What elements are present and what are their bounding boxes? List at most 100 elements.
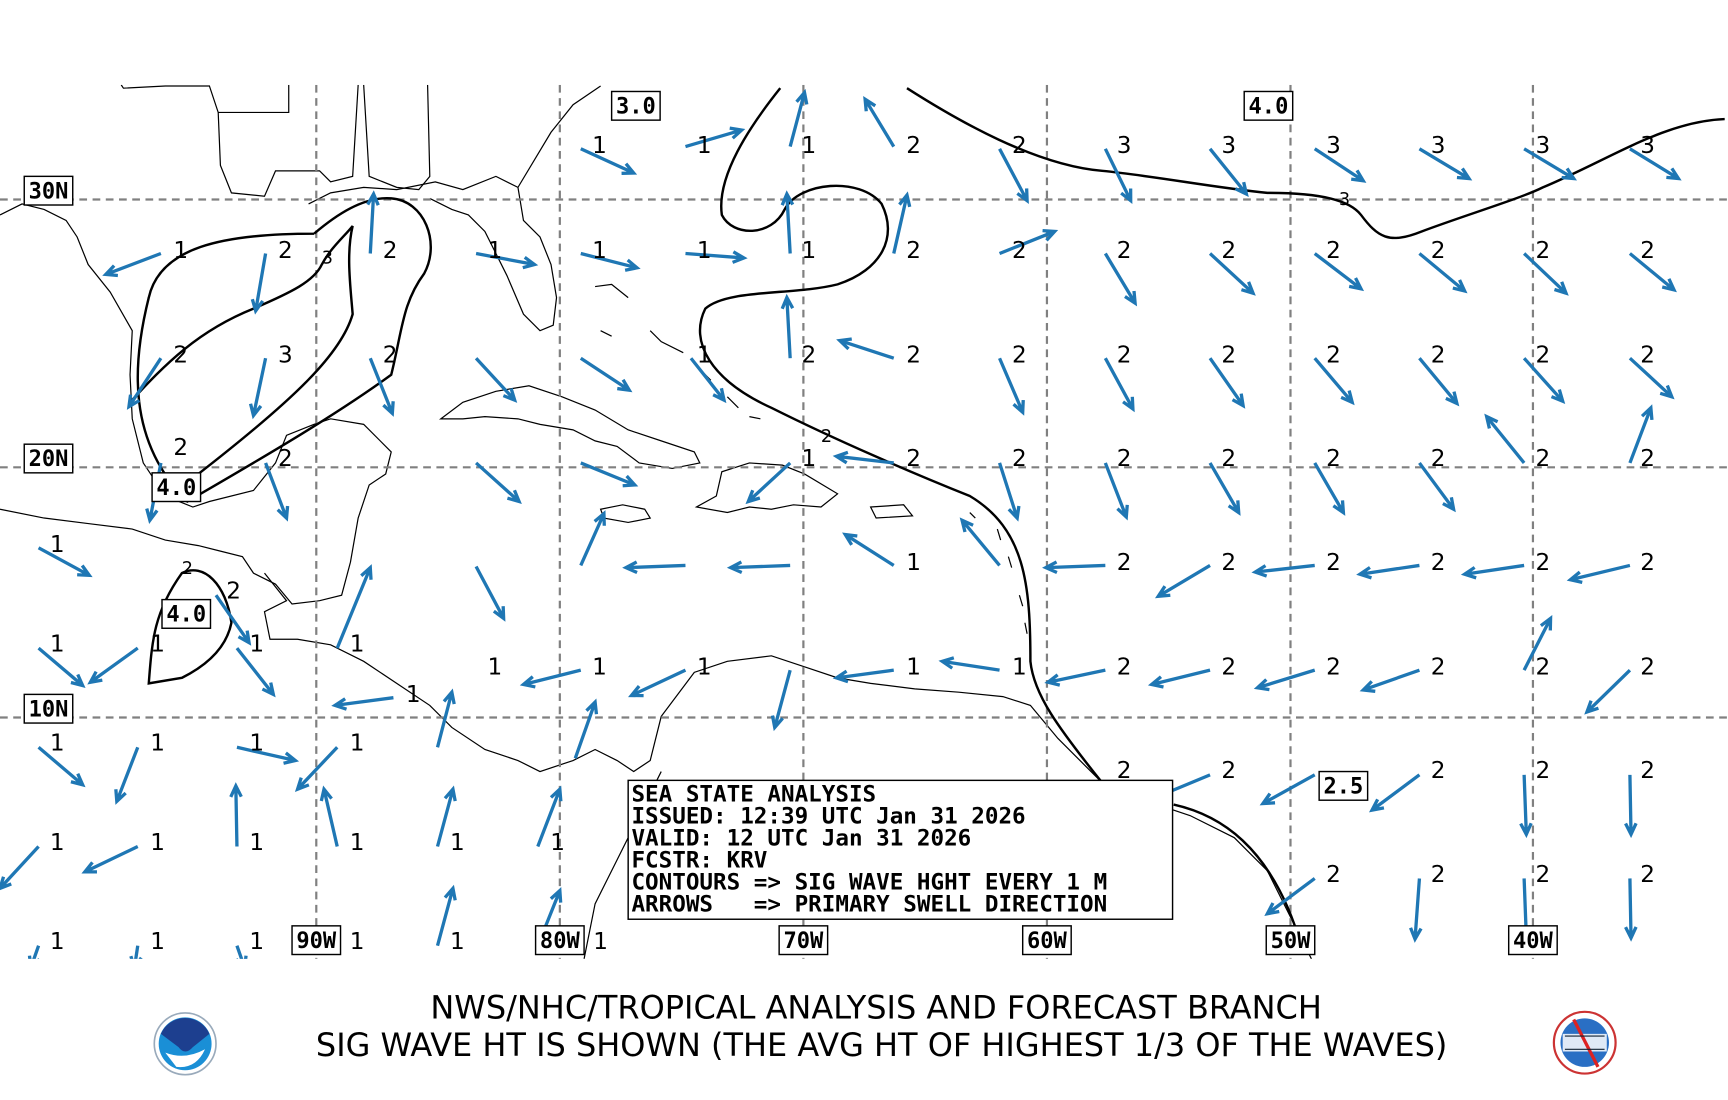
wave-height-value: 1: [697, 343, 712, 369]
longitude-label-text: 70W: [783, 929, 824, 954]
wave-height-value: 2: [1640, 446, 1655, 472]
swell-arrow: [1624, 774, 1638, 839]
swell-arrow: [102, 251, 162, 278]
swell-arrow: [235, 945, 248, 959]
wave-height-value: 2: [383, 238, 398, 264]
wave-height-value: 2: [1640, 238, 1655, 264]
wave-height-value: 2: [1535, 758, 1550, 784]
swell-arrow: [37, 646, 86, 689]
wave-height-value: 1: [350, 631, 365, 657]
wave-height-value: 3: [1431, 133, 1446, 159]
contour-value-box-text: 4.0: [156, 476, 196, 501]
wave-height-value: 3: [1640, 133, 1655, 159]
swell-arrow: [435, 688, 456, 748]
swell-arrow: [1566, 563, 1631, 584]
info-box: SEA STATE ANALYSIS ISSUED: 12:39 UTC Jan…: [627, 779, 1174, 920]
contour-value-box: 4.0: [151, 472, 202, 503]
longitude-label: 80W: [534, 925, 585, 956]
swell-arrow: [1522, 357, 1566, 405]
wave-height-value: 1: [487, 655, 502, 681]
swell-arrow: [1522, 252, 1569, 296]
swell-direction-arrows: [0, 88, 1682, 959]
swell-arrow: [435, 884, 457, 947]
swell-arrow: [1208, 462, 1241, 516]
wave-height-value: 1: [802, 238, 817, 264]
swell-arrow: [580, 147, 638, 175]
footer: NWS/NHC/TROPICAL ANALYSIS AND FORECAST B…: [153, 988, 1617, 1076]
contour-value-box: 4.0: [161, 598, 212, 629]
contour-value-box: 4.0: [1243, 90, 1294, 121]
wave-height-value: 1: [592, 133, 607, 159]
wave-height-value: 2: [1221, 550, 1236, 576]
contour-value-box: 3.0: [610, 90, 661, 121]
swell-arrow: [519, 668, 582, 689]
wave-height-value: 3: [278, 343, 293, 369]
swell-arrow: [788, 88, 809, 148]
swell-arrow: [842, 532, 895, 567]
swell-arrow: [938, 656, 1000, 672]
wave-height-value: 2: [1431, 238, 1446, 264]
swell-arrow: [1523, 147, 1577, 181]
swell-arrow: [1208, 252, 1256, 296]
longitude-label-text: 90W: [296, 929, 337, 954]
wave-height-value: 2: [1640, 655, 1655, 681]
wave-height-value: 2: [1535, 550, 1550, 576]
wave-height-value: 2: [1221, 343, 1236, 369]
swell-arrow: [1628, 404, 1654, 464]
wave-height-value: 2: [1640, 343, 1655, 369]
wave-height-value: 1: [550, 830, 565, 856]
wave-height-value: 2: [1117, 238, 1132, 264]
swell-arrow: [892, 191, 912, 254]
contour-closed-4m: [147, 569, 233, 685]
swell-arrow: [126, 357, 163, 410]
info-valid: VALID: 12 UTC Jan 31 2026: [631, 825, 971, 851]
longitude-label-text: 60W: [1027, 929, 1068, 954]
contour-label: 2: [182, 559, 193, 579]
wave-height-value: 2: [1221, 758, 1236, 784]
swell-arrow: [770, 669, 792, 732]
wave-height-value: 2: [173, 343, 188, 369]
swell-arrow: [235, 647, 276, 698]
swell-arrow: [1251, 563, 1315, 578]
longitude-label-text: 40W: [1513, 929, 1554, 954]
swell-arrow: [832, 450, 894, 465]
graticule: [0, 84, 1728, 959]
wave-height-value: 2: [802, 343, 817, 369]
swell-arrow: [0, 845, 40, 891]
wave-height-value: 2: [1012, 446, 1027, 472]
wave-height-value: 1: [150, 830, 165, 856]
swell-arrow: [1628, 357, 1675, 400]
longitude-label: 40W: [1507, 925, 1558, 956]
swell-arrow: [689, 357, 727, 404]
wave-height-value: 1: [697, 133, 712, 159]
wave-height-value: 2: [906, 343, 921, 369]
swell-arrow: [1628, 252, 1677, 293]
swell-arrow: [998, 357, 1025, 416]
longitude-label: 90W: [291, 925, 342, 956]
swell-arrow: [331, 696, 394, 711]
swell-arrow: [580, 251, 641, 272]
wave-height-value: 2: [1431, 758, 1446, 784]
swell-arrow: [863, 95, 896, 148]
wave-height-value: 2: [1535, 343, 1550, 369]
wave-height-value: 2: [1535, 655, 1550, 681]
wave-height-value: 3: [1221, 133, 1236, 159]
swell-arrow: [1264, 877, 1316, 916]
wave-height-value: 1: [406, 682, 421, 708]
swell-arrow: [1522, 614, 1553, 671]
swell-arrow: [1313, 462, 1346, 516]
swell-arrow: [87, 646, 139, 685]
swell-arrow: [1629, 147, 1682, 181]
swell-arrow: [27, 945, 41, 959]
swell-arrow: [1313, 147, 1367, 183]
swell-arrow: [1484, 413, 1526, 464]
wave-height-value: 2: [1012, 238, 1027, 264]
wave-height-value: 2: [1640, 758, 1655, 784]
wave-height-value: 1: [249, 731, 264, 757]
info-forecaster: FCSTR: KRV: [631, 847, 767, 873]
swell-arrow: [81, 845, 139, 874]
wave-height-value: 1: [593, 929, 608, 955]
tafb-logo: [1552, 1010, 1617, 1075]
wave-height-value: 1: [592, 238, 607, 264]
